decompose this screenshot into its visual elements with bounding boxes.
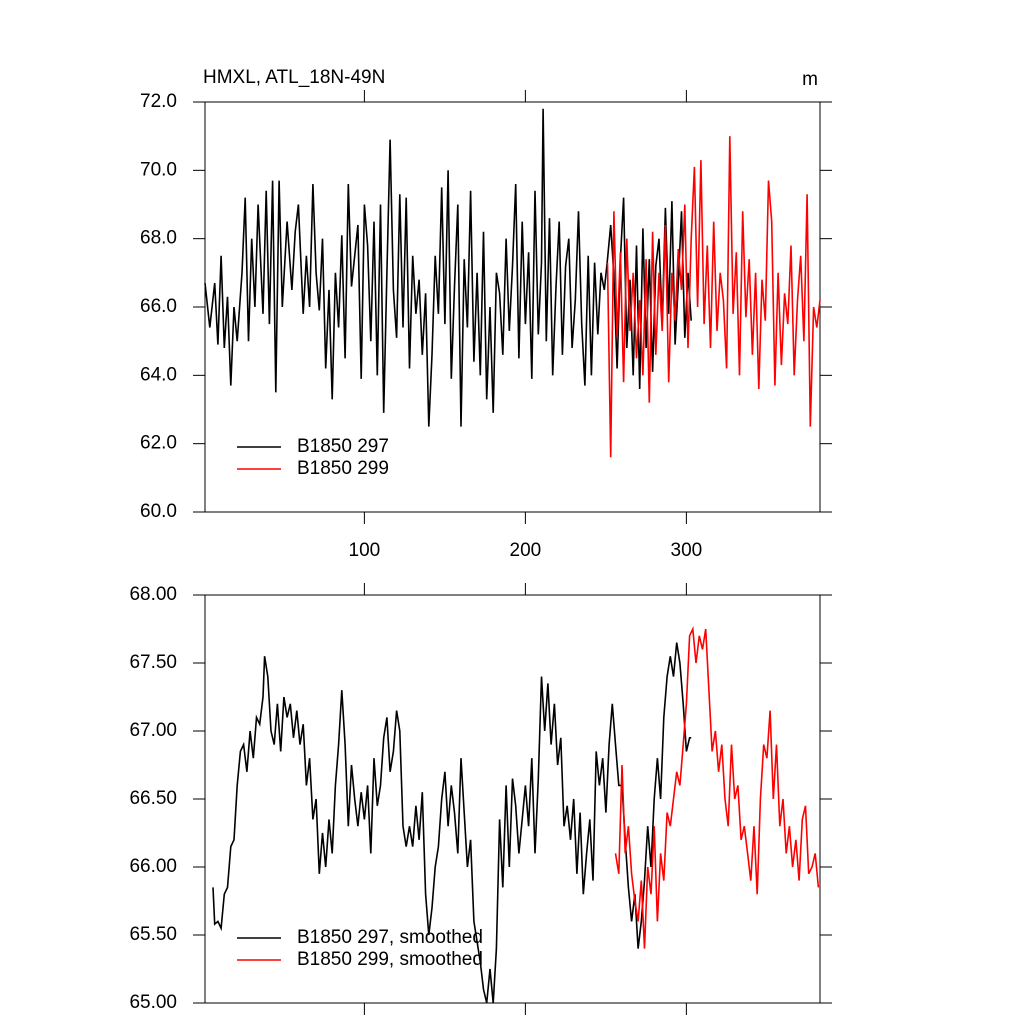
series-line (204, 108, 692, 427)
legend-label: B1850 297, smoothed (297, 927, 483, 948)
series-line (212, 642, 692, 1004)
y-tick-label: 72.0 (140, 91, 177, 112)
legend-label: B1850 299 (297, 458, 389, 479)
y-tick-label: 62.0 (140, 433, 177, 454)
y-tick-label: 66.50 (129, 788, 177, 809)
y-tick-label: 67.00 (129, 720, 177, 741)
series-line (614, 626, 820, 949)
y-tick-label: 66.00 (129, 856, 177, 877)
x-tick-label: 300 (671, 540, 703, 561)
x-tick-label: 100 (349, 540, 381, 561)
legend-label: B1850 297 (297, 436, 389, 457)
legend-label: B1850 299, smoothed (297, 949, 483, 970)
y-tick-label: 68.0 (140, 228, 177, 249)
y-tick-label: 60.0 (140, 501, 177, 522)
y-tick-label: 64.0 (140, 364, 177, 385)
y-tick-label: 67.50 (129, 652, 177, 673)
units-label: m (802, 69, 818, 90)
y-tick-label: 66.0 (140, 296, 177, 317)
chart-title: HMXL, ATL_18N-49N (203, 67, 385, 88)
y-tick-label: 65.00 (129, 992, 177, 1013)
y-tick-label: 70.0 (140, 159, 177, 180)
x-tick-label: 200 (510, 540, 542, 561)
series-line (606, 136, 821, 458)
y-tick-label: 68.00 (129, 584, 177, 605)
y-tick-label: 65.50 (129, 924, 177, 945)
